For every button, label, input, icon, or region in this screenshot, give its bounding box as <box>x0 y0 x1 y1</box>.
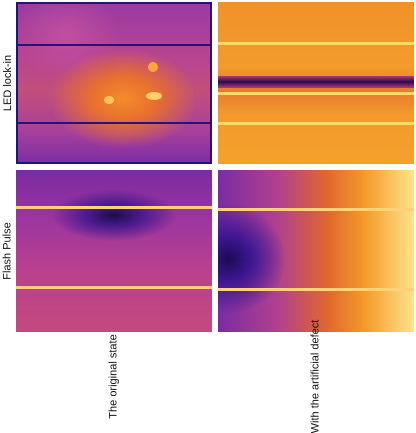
defect-band <box>218 76 414 88</box>
row-label-text: LED lock-in <box>2 54 14 112</box>
hotspot <box>146 92 162 100</box>
thermogram-flash-original <box>16 170 212 332</box>
row-label-led-lock-in: LED lock-in <box>0 2 16 164</box>
cell-divider <box>218 288 414 291</box>
cell-divider <box>16 206 212 209</box>
cell-divider <box>18 44 210 46</box>
hotspot <box>104 96 114 104</box>
thermogram-led-defect <box>218 2 414 164</box>
hotspot <box>148 62 158 72</box>
thermogram-led-original <box>16 2 212 164</box>
cell-divider <box>218 208 414 211</box>
column-label-text: The original state <box>107 333 120 419</box>
cell-divider <box>218 42 414 45</box>
row-label-flash-pulse: Flash Pulse <box>0 170 16 332</box>
column-label-defect: With the artificial defect <box>286 319 346 433</box>
row-label-text: Flash Pulse <box>2 222 15 280</box>
cell-divider <box>218 122 414 125</box>
thermogram-flash-defect <box>218 170 414 332</box>
cell-divider <box>16 286 212 289</box>
cell-divider <box>18 122 210 124</box>
column-label-original: The original state <box>84 333 144 419</box>
cell-divider <box>218 92 414 95</box>
